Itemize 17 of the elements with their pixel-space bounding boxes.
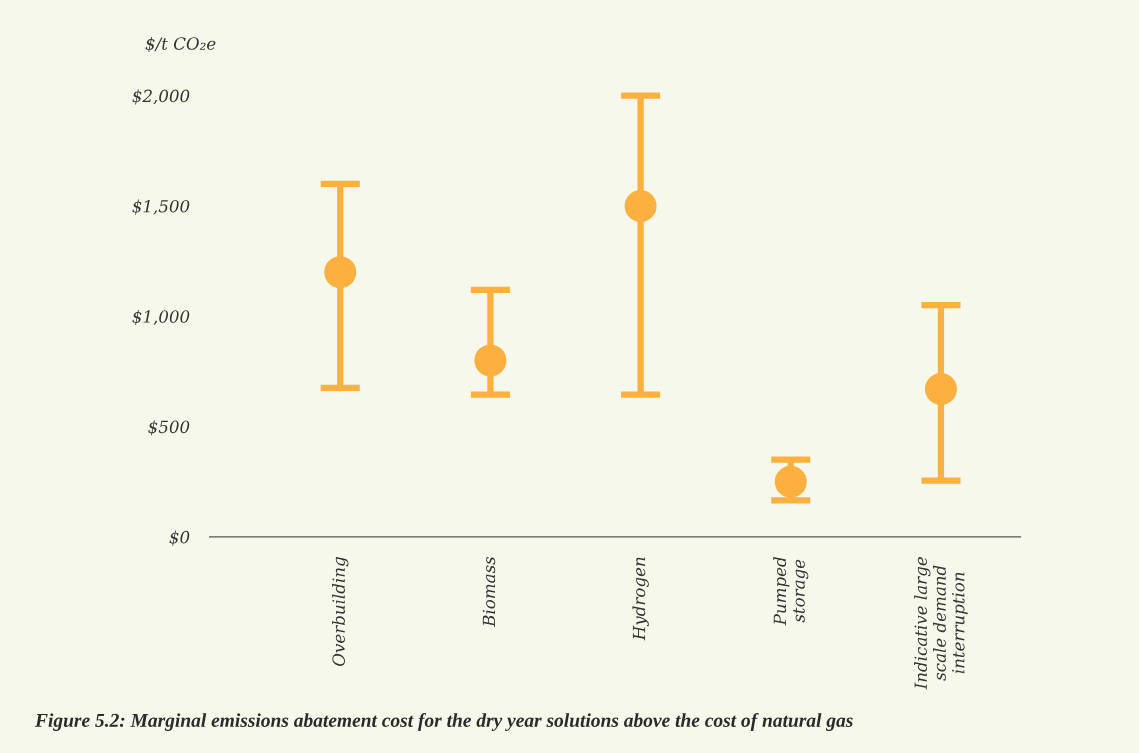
point (924, 373, 957, 406)
point (474, 344, 507, 377)
y-tick-label: $2,000 (132, 89, 190, 105)
point (774, 465, 807, 498)
y-tick-label: $500 (148, 420, 190, 436)
point (324, 256, 357, 289)
caption: Figure 5.2: Marginal emissions abatement cost for the dry year solutions above the cost of natural gas (34, 713, 853, 731)
x-tick-label: Biomass (482, 556, 496, 628)
x-tick-label: Overbuilding (332, 557, 349, 666)
x-tick-label: Pumped storage (773, 557, 809, 626)
y-tick-label: $0 (169, 530, 190, 546)
point (624, 189, 657, 222)
y-axis-title: $/t CO₂e (145, 36, 216, 53)
y-tick-label: $1,000 (132, 309, 190, 326)
y-tick-label: $1,500 (132, 199, 190, 215)
x-tick-label: Hydrogen (632, 557, 649, 641)
x-tick-label: Indicative large scale demand interruption (914, 557, 968, 690)
